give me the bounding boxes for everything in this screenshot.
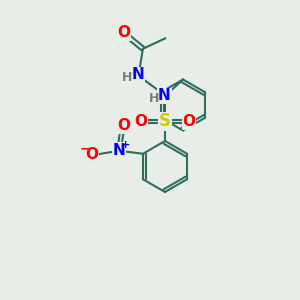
Text: S: S xyxy=(159,112,171,130)
Text: −: − xyxy=(80,142,90,155)
Text: O: O xyxy=(85,147,98,162)
Text: O: O xyxy=(182,114,196,129)
Text: H: H xyxy=(148,92,159,105)
Text: +: + xyxy=(121,140,130,150)
Text: N: N xyxy=(131,67,144,82)
Text: O: O xyxy=(117,25,130,40)
Text: O: O xyxy=(134,114,148,129)
Text: H: H xyxy=(122,71,132,84)
Text: O: O xyxy=(117,118,130,133)
Text: N: N xyxy=(112,143,125,158)
Text: N: N xyxy=(158,88,171,104)
